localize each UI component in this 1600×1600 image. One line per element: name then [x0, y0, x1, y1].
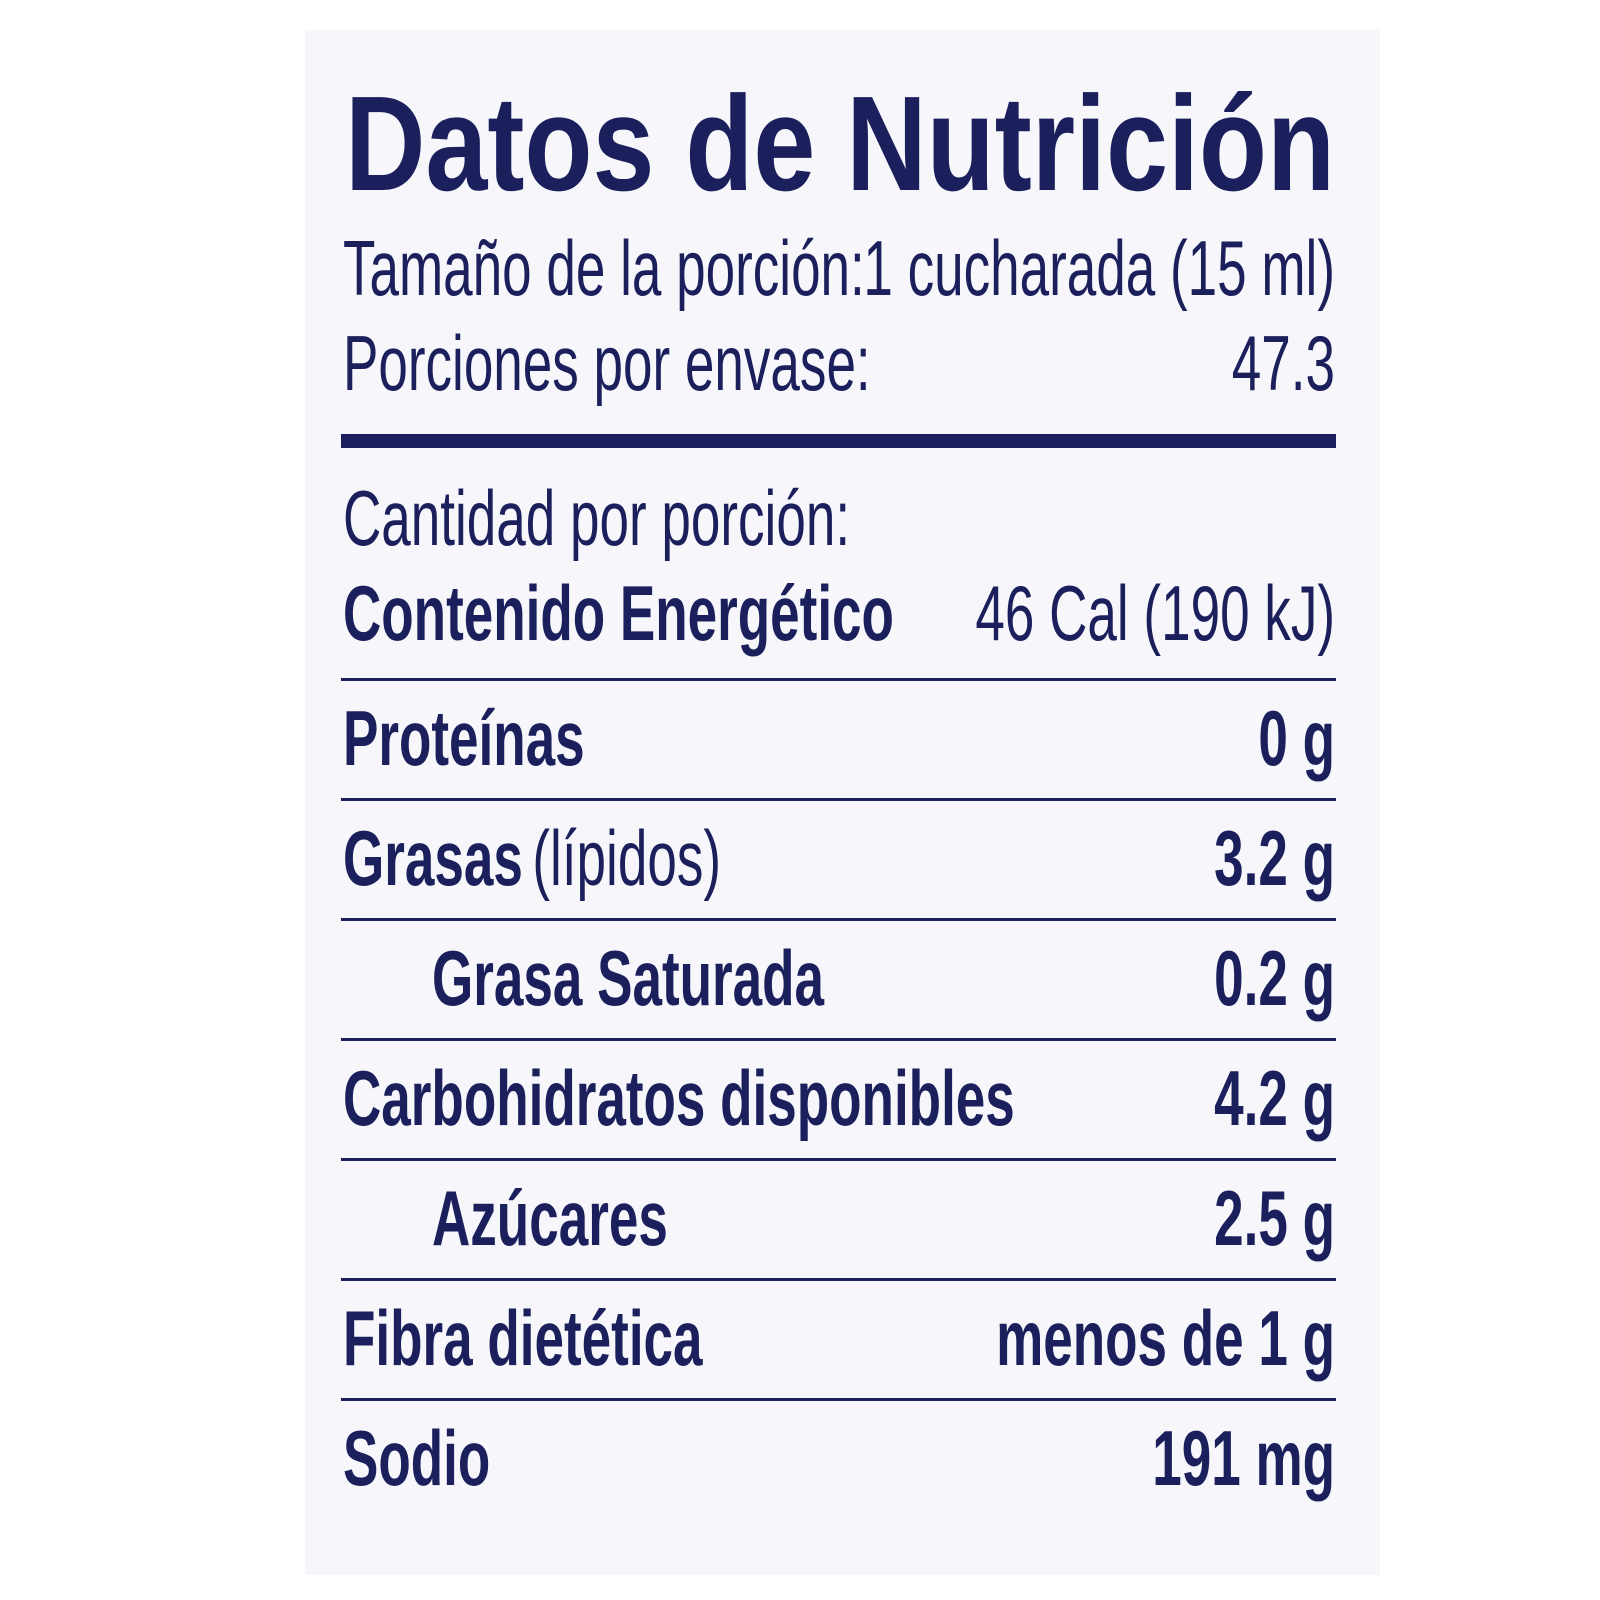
nutrient-label: Azúcares: [432, 1176, 668, 1263]
row-rule: [341, 798, 1336, 801]
nutrient-value: 0 g: [1258, 696, 1335, 783]
row-rule: [341, 1398, 1336, 1401]
row-rule: [341, 1038, 1336, 1041]
row-rule: [341, 1278, 1336, 1281]
nutrient-value: menos de 1 g: [996, 1296, 1335, 1383]
row-rule: [341, 918, 1336, 921]
nutrient-value: 191 mg: [1152, 1416, 1335, 1503]
row-rule: [341, 1158, 1336, 1161]
thick-rule: [341, 434, 1336, 448]
nutrient-label: Carbohidratos disponibles: [343, 1056, 1015, 1143]
nutrient-value: 4.2 g: [1214, 1056, 1335, 1143]
serving-size-label: Tamaño de la porción:: [343, 226, 865, 313]
servings-value: 47.3: [1232, 321, 1335, 408]
label-body: Tamaño de la porción:1 cucharada (15 ml)…: [343, 226, 1335, 1503]
row-rule: [341, 678, 1336, 681]
energy-value: 46 Cal (190 kJ): [975, 571, 1335, 658]
energy-label: Contenido Energético: [343, 571, 894, 658]
nutrient-note: (lípidos): [532, 816, 721, 903]
nutrient-value: 0.2 g: [1214, 936, 1335, 1023]
servings-label: Porciones por envase:: [343, 321, 871, 408]
nutrient-label: Grasa Saturada: [432, 936, 825, 1023]
title: Datos de Nutrición: [345, 68, 1335, 219]
nutrient-label: Grasas (lípidos): [343, 816, 721, 903]
amount-per-serving: Cantidad por porción:: [343, 476, 850, 563]
label-panel: [305, 30, 1380, 1575]
serving-size-value: 1 cucharada (15 ml): [863, 226, 1335, 313]
nutrient-label: Fibra dietética: [343, 1296, 703, 1383]
nutrient-label: Sodio: [343, 1416, 490, 1503]
nutrient-value: 3.2 g: [1214, 816, 1335, 903]
nutrient-value: 2.5 g: [1214, 1176, 1335, 1263]
nutrient-label: Proteínas: [343, 696, 585, 783]
